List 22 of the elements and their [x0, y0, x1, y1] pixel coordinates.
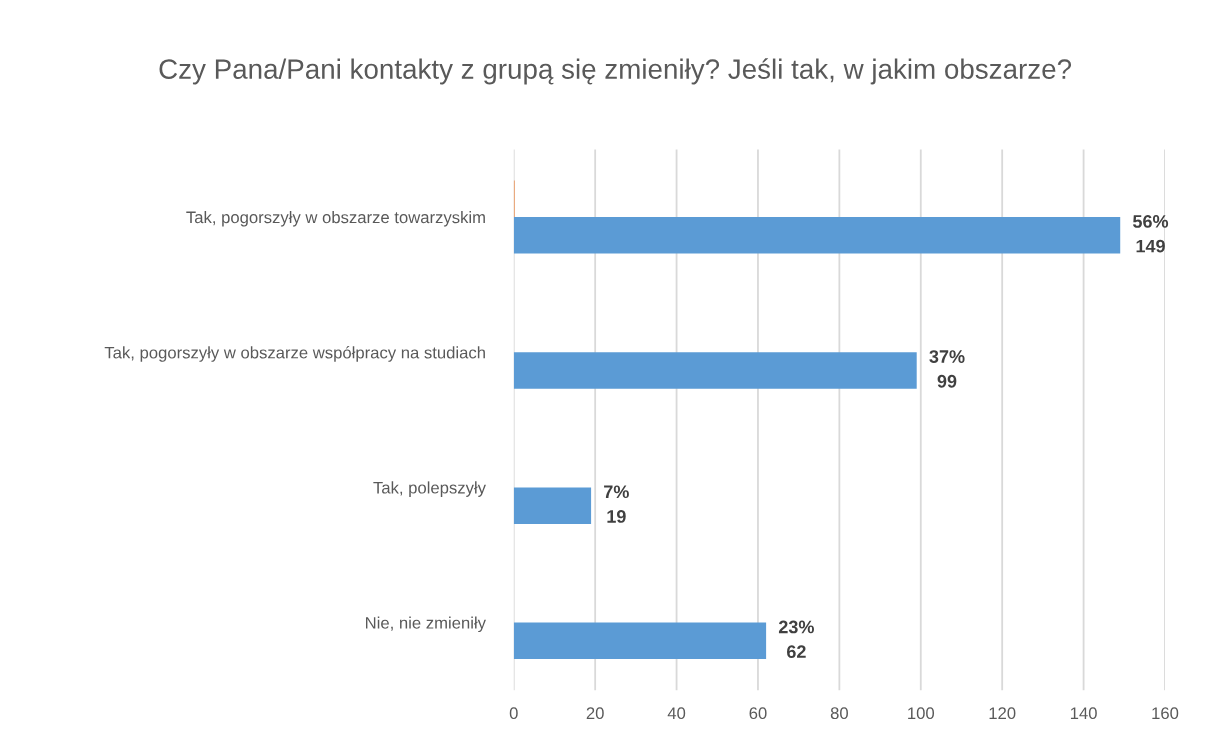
- x-tick-label: 0: [509, 707, 518, 720]
- data-label: 56% 149: [1132, 215, 1169, 253]
- x-tick-label: 160: [1152, 707, 1179, 720]
- x-tick-label: 80: [830, 707, 848, 720]
- x-tick-label: 40: [667, 707, 686, 720]
- y-tick-label: Tak, pogorszyły w obszarze współpracy na studiach: [104, 346, 485, 362]
- y-tick-label: Tak, polepszyły: [373, 481, 486, 497]
- y-tick-label: Nie, nie zmieniły: [366, 616, 486, 633]
- x-tick-label: 140: [1070, 707, 1097, 720]
- bar: [513, 352, 917, 389]
- data-label: 37% 99: [929, 350, 965, 388]
- x-tick-label: 20: [586, 707, 604, 720]
- data-label: 23% 62: [778, 620, 814, 659]
- bar: [513, 217, 1121, 254]
- bar: [513, 487, 592, 524]
- x-tick-label: 60: [749, 707, 767, 720]
- x-tick-label: 120: [989, 707, 1016, 720]
- data-label: 7% 19: [604, 485, 629, 523]
- bar: [513, 622, 767, 660]
- chart-title: Czy Pana/Pani kontakty z grupą się zmieniły? Jeśli tak, w jakim obszarze?: [159, 58, 1072, 85]
- x-tick-label: 100: [908, 707, 935, 720]
- y-tick-label: Tak, pogorszyły w obszarze towarzyskim: [186, 211, 485, 227]
